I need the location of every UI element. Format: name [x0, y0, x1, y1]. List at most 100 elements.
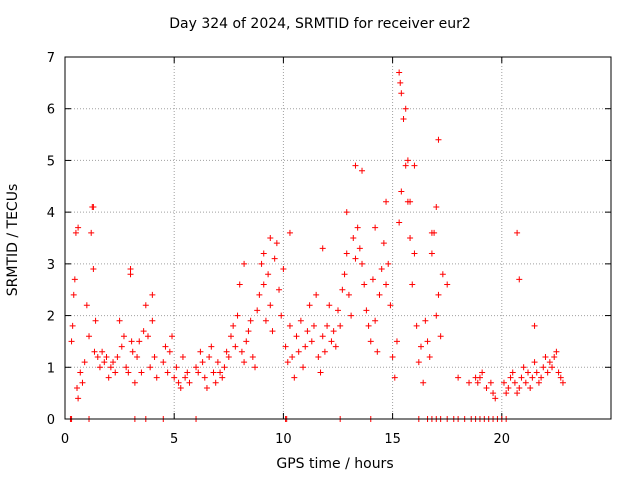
data-point	[293, 333, 300, 340]
data-point	[256, 291, 263, 298]
data-point	[476, 374, 483, 381]
data-point	[302, 343, 309, 350]
data-point	[232, 343, 239, 350]
data-point	[374, 348, 381, 355]
data-point	[439, 271, 446, 278]
data-point	[369, 276, 376, 283]
data-point	[385, 260, 392, 267]
data-point	[343, 250, 350, 257]
data-point	[92, 317, 99, 324]
data-point	[387, 302, 394, 309]
data-point	[278, 312, 285, 319]
y-tick-label: 5	[47, 154, 55, 169]
data-point	[81, 359, 88, 366]
data-point	[144, 333, 151, 340]
data-point	[365, 322, 372, 329]
data-point	[380, 240, 387, 247]
data-point	[223, 348, 230, 355]
data-point	[367, 338, 374, 345]
data-point	[352, 255, 359, 262]
data-point	[179, 353, 186, 360]
data-point	[123, 364, 130, 371]
data-point	[516, 276, 523, 283]
data-point	[503, 390, 510, 397]
data-point	[75, 395, 82, 402]
data-point	[557, 374, 564, 381]
data-point	[245, 328, 252, 335]
data-point	[258, 260, 265, 267]
data-point	[428, 229, 435, 236]
data-point	[267, 302, 274, 309]
data-point	[383, 198, 390, 205]
data-point	[411, 162, 418, 169]
data-point	[75, 224, 82, 231]
y-tick-label: 0	[47, 413, 55, 428]
data-point	[269, 328, 276, 335]
data-point	[359, 260, 366, 267]
data-point	[265, 271, 272, 278]
data-point	[402, 162, 409, 169]
data-point	[409, 281, 416, 288]
data-point	[520, 364, 527, 371]
data-point	[492, 395, 499, 402]
data-point	[88, 229, 95, 236]
data-point	[201, 374, 208, 381]
data-point	[555, 369, 562, 376]
data-point	[391, 374, 398, 381]
data-point	[267, 235, 274, 241]
data-point	[531, 359, 538, 366]
data-point	[193, 364, 200, 371]
data-point	[71, 276, 78, 283]
chart-title: Day 324 of 2024, SRMTID for receiver eur…	[169, 16, 471, 32]
y-tick-label: 6	[47, 103, 55, 118]
data-point	[518, 374, 525, 381]
data-point	[315, 353, 322, 360]
data-point	[79, 379, 86, 386]
data-point	[396, 219, 403, 226]
data-point	[372, 224, 379, 231]
data-point	[206, 353, 213, 360]
data-point	[339, 286, 346, 293]
data-point	[516, 384, 523, 391]
data-point	[90, 266, 97, 273]
data-point	[173, 364, 180, 371]
data-point	[249, 353, 256, 360]
data-point	[551, 353, 558, 360]
data-point	[177, 384, 184, 391]
data-point	[107, 364, 114, 371]
grid-lines	[65, 57, 611, 419]
y-tick-label: 3	[47, 258, 55, 273]
data-point	[273, 240, 280, 247]
data-point	[337, 322, 344, 329]
data-point	[544, 369, 551, 376]
data-point	[195, 369, 202, 376]
data-point	[105, 374, 112, 381]
data-point	[487, 379, 494, 386]
data-point	[404, 157, 411, 164]
data-point	[345, 291, 352, 298]
data-point	[363, 307, 370, 314]
data-point	[542, 353, 549, 360]
data-point	[341, 271, 348, 278]
x-axis-label: GPS time / hours	[276, 456, 394, 472]
data-point	[212, 379, 219, 386]
data-point	[184, 369, 191, 376]
data-point	[398, 188, 405, 195]
data-point	[86, 333, 93, 340]
data-point	[238, 348, 245, 355]
data-point	[424, 338, 431, 345]
data-point	[131, 379, 138, 386]
data-point	[313, 291, 320, 298]
x-tick-label: 20	[494, 432, 511, 447]
data-point	[160, 359, 167, 366]
data-point	[300, 364, 307, 371]
data-point	[260, 281, 267, 288]
data-point	[433, 203, 440, 210]
data-point	[151, 353, 158, 360]
data-point	[306, 302, 313, 309]
data-point	[398, 90, 405, 97]
data-point	[553, 348, 560, 355]
data-point	[214, 359, 221, 366]
x-tick-label: 5	[170, 432, 178, 447]
data-point	[295, 348, 302, 355]
